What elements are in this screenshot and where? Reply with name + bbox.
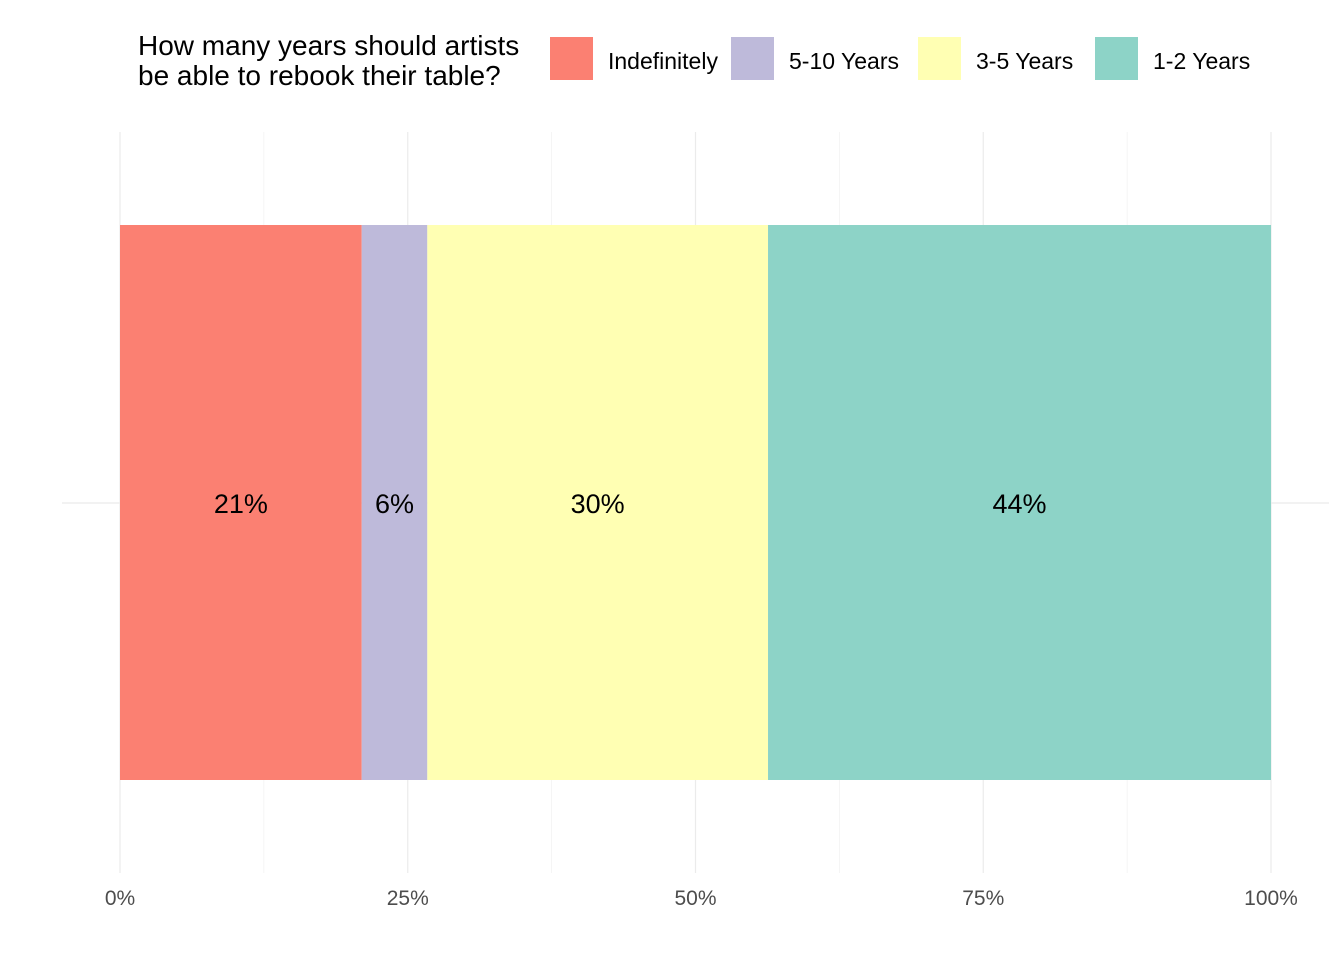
data-label: 44% xyxy=(992,489,1046,519)
legend-label: Indefinitely xyxy=(608,48,718,74)
legend-title-line-1: How many years should artists xyxy=(138,30,519,61)
x-axis-ticks: 0% 25% 50% 75% 100% xyxy=(105,887,1298,910)
data-label: 30% xyxy=(571,489,625,519)
legend-key xyxy=(731,37,774,80)
data-label: 6% xyxy=(375,489,414,519)
data-labels: 21% 6% 30% 44% xyxy=(214,489,1047,519)
bar-segment xyxy=(120,225,362,780)
legend-items: Indefinitely 5-10 Years 3-5 Years 1-2 Years xyxy=(550,37,1250,80)
legend-label: 3-5 Years xyxy=(976,48,1073,74)
legend-title-line-2: be able to rebook their table? xyxy=(138,60,501,91)
data-label: 21% xyxy=(214,489,268,519)
bar-segment xyxy=(768,225,1271,780)
x-tick-label: 50% xyxy=(674,887,716,910)
legend-key xyxy=(550,37,593,80)
legend: How many years should artists be able to… xyxy=(138,30,1250,91)
legend-key xyxy=(918,37,961,80)
x-tick-label: 25% xyxy=(387,887,429,910)
legend-label: 5-10 Years xyxy=(789,48,899,74)
legend-key xyxy=(1095,37,1138,80)
bar-segment xyxy=(427,225,769,780)
legend-label: 1-2 Years xyxy=(1153,48,1250,74)
bar-segment xyxy=(361,225,428,780)
stacked-bar xyxy=(120,225,1271,780)
x-tick-label: 75% xyxy=(962,887,1004,910)
x-tick-label: 100% xyxy=(1244,887,1298,910)
x-tick-label: 0% xyxy=(105,887,135,910)
